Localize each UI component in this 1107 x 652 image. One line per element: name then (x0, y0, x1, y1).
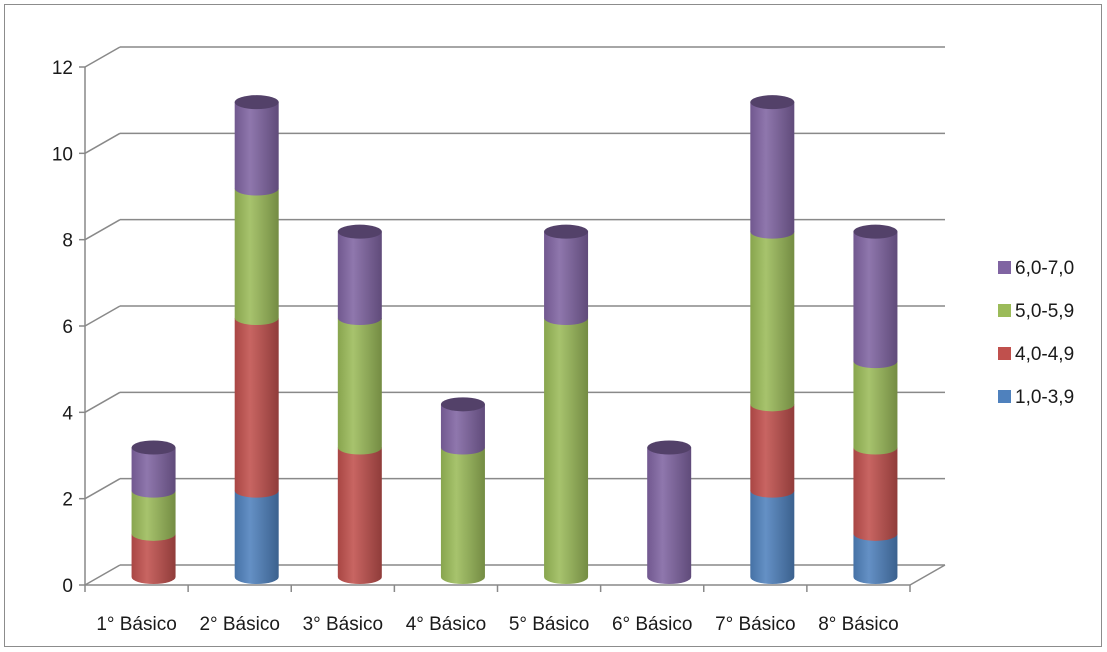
legend-swatch (998, 347, 1011, 360)
x-axis: 1° Básico 2° Básico 3° Básico 4° Básico 5° B… (84, 585, 911, 635)
bar-top-cap (853, 224, 898, 239)
gridline-diagonal (84, 132, 121, 154)
x-tick-label: 8° Básico (818, 614, 898, 635)
bar-top-cap (337, 224, 382, 239)
legend-swatch (998, 261, 1011, 274)
legend-label: 6,0-7,0 (1015, 258, 1074, 279)
y-axis-tick-labels: 0 2 4 6 8 10 12 (52, 58, 74, 597)
bar-segment (750, 102, 795, 239)
gridline-diagonal (84, 564, 121, 586)
gridline-diagonal (84, 305, 121, 327)
bar-segment (337, 318, 382, 455)
bar-segment (337, 447, 382, 584)
bar-top-cap (750, 95, 795, 110)
legend-label: 1,0-3,9 (1015, 387, 1074, 408)
legend-label: 5,0-5,9 (1015, 301, 1074, 322)
y-tick-label: 6 (62, 317, 73, 338)
bar-segment (750, 231, 795, 412)
x-tick-label: 5° Básico (509, 614, 589, 635)
bar-top-cap (440, 397, 485, 412)
y-tick-label: 8 (62, 231, 73, 252)
bar-segment (853, 533, 898, 584)
x-tick-label: 1° Básico (96, 614, 176, 635)
floor-right-edge (909, 564, 946, 586)
bar-segment (234, 490, 279, 584)
legend-swatch (998, 390, 1011, 403)
gridlines (79, 46, 946, 586)
bar-segment (544, 318, 589, 584)
bar-segment (750, 490, 795, 584)
bar-segment (853, 361, 898, 455)
bar-top-cap (131, 440, 176, 455)
bar-segment (131, 447, 176, 498)
gridline-diagonal (84, 391, 121, 413)
bar-segment (234, 318, 279, 498)
y-tick-label: 12 (52, 58, 73, 79)
x-tick-label: 4° Básico (406, 614, 486, 635)
y-tick-label: 10 (52, 144, 73, 165)
legend-swatch (998, 304, 1011, 317)
chart-frame: 0 2 4 6 8 10 12 1° Básico 2° Básico 3° Básico 4° … (4, 4, 1102, 647)
legend-label: 4,0-4,9 (1015, 344, 1074, 365)
bar-segment (131, 490, 176, 541)
bar-segment (234, 188, 279, 325)
bar-segment (234, 102, 279, 196)
y-tick-label: 2 (62, 490, 73, 511)
bar-segment (853, 447, 898, 541)
bars (131, 95, 898, 584)
legend: 6,0-7,0 5,0-5,9 4,0-4,9 1,0-3,9 (998, 258, 1074, 408)
stacked-cylinder-chart: 0 2 4 6 8 10 12 1° Básico 2° Básico 3° Básico 4° … (52, 46, 1074, 635)
gridline-diagonal (84, 46, 121, 68)
gridline-diagonal (84, 219, 121, 241)
bar-segment (440, 404, 485, 455)
x-tick-label: 2° Básico (199, 614, 279, 635)
bar-segment (853, 231, 898, 369)
bar-top-cap (544, 224, 589, 239)
y-tick-label: 4 (62, 403, 73, 424)
bar-segment (750, 404, 795, 498)
bar-top-cap (647, 440, 692, 455)
bar-segment (544, 231, 589, 325)
gridline-diagonal (84, 478, 121, 500)
bar-segment (337, 231, 382, 325)
x-tick-label: 7° Básico (715, 614, 795, 635)
x-tick-label: 3° Básico (303, 614, 383, 635)
bar-segment (131, 533, 176, 584)
bar-segment (440, 447, 485, 584)
y-tick-label: 0 (62, 576, 73, 597)
x-tick-label: 6° Básico (612, 614, 692, 635)
bar-segment (647, 447, 692, 584)
bar-top-cap (234, 95, 279, 110)
